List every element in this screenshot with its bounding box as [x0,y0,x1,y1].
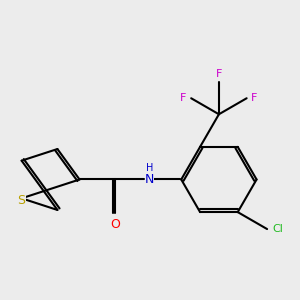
Text: F: F [251,93,257,103]
Text: N: N [145,173,154,186]
Text: F: F [216,69,222,79]
Text: F: F [180,93,187,103]
Text: S: S [18,194,26,207]
Text: Cl: Cl [273,224,283,234]
Text: H: H [146,163,153,173]
Text: O: O [110,218,120,231]
